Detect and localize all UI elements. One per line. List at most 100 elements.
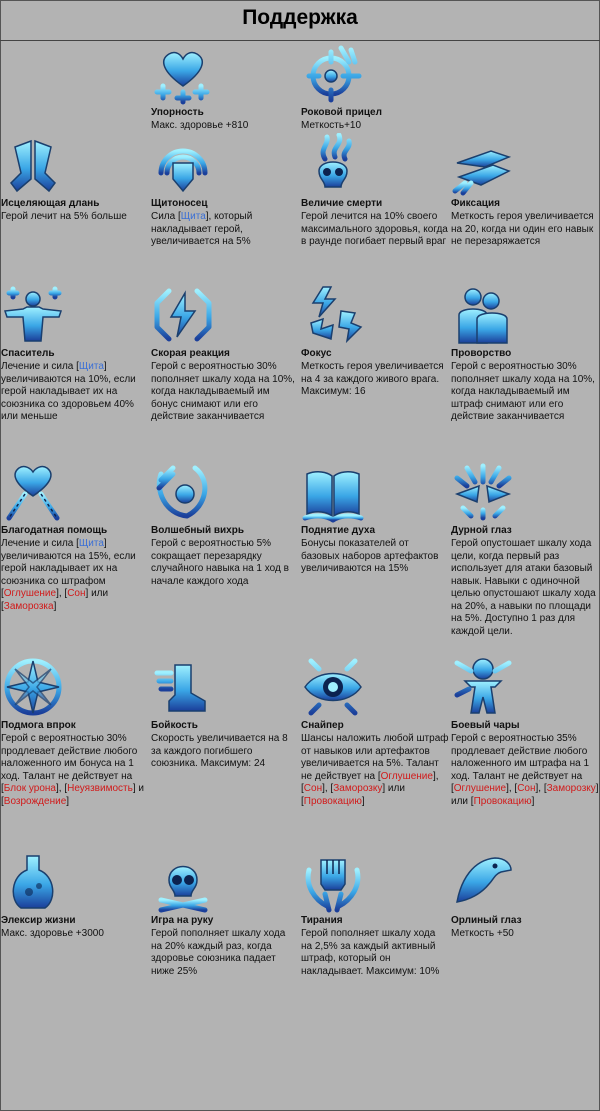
desc-text: Герой пополняет шкалу хода на 2,5% за ка… bbox=[301, 928, 440, 977]
skill-description: Шансы наложить любой штраф от навыков ил… bbox=[301, 733, 449, 808]
open-book-icon bbox=[301, 460, 365, 524]
skill-name: Орлиный глаз bbox=[451, 915, 522, 926]
skill-description: Герой с вероятностью 30% продлевает дейс… bbox=[1, 733, 149, 808]
skill-description: Герой пополняет шкалу хода на 20% каждый… bbox=[151, 928, 299, 978]
keyword-debuff: Заморозку bbox=[333, 783, 383, 794]
header: Поддержка bbox=[0, 0, 600, 41]
skill-name: Спаситель bbox=[1, 348, 55, 359]
savior-figure-icon bbox=[1, 283, 65, 347]
desc-text: ] или [ bbox=[1, 588, 109, 612]
skill-card: Упорность Макс. здоровье +810 bbox=[151, 42, 299, 133]
skill-card: Элексир жизни Макс. здоровье +3000 bbox=[1, 850, 149, 941]
desc-text: ] и [ bbox=[1, 783, 144, 807]
desc-text: Герой опустошает шкалу хода цели, когда … bbox=[451, 538, 596, 637]
crosshair-icon bbox=[301, 42, 365, 106]
desc-text: Сила [ bbox=[151, 211, 181, 222]
keyword-buff: Щита bbox=[78, 361, 104, 372]
keyword-debuff: Неуязвимость bbox=[67, 783, 133, 794]
desc-text: ] увеличиваются на 15%, если герой накла… bbox=[1, 538, 136, 599]
skill-name: Исцеляющая длань bbox=[1, 198, 100, 209]
keyword-debuff: Возрождение bbox=[3, 795, 67, 807]
desc-text: Меткость +50 bbox=[451, 928, 514, 939]
keyword-buff: Щита bbox=[78, 538, 104, 549]
skill-description: Герой пополняет шкалу хода на 2,5% за ка… bbox=[301, 928, 449, 978]
skill-name: Щитоносец bbox=[151, 198, 208, 209]
page-title: Поддержка bbox=[242, 6, 358, 29]
skill-description: Меткость+10 bbox=[301, 120, 449, 133]
skill-name: Игра на руку bbox=[151, 915, 214, 926]
skill-card: Исцеляющая длань Герой лечит на 5% больше bbox=[1, 133, 149, 224]
skill-name: Роковой прицел bbox=[301, 107, 382, 118]
skill-description: Лечение и сила [Щита] увеличиваются на 1… bbox=[1, 538, 149, 613]
skill-card: Проворство Герой с вероятностью 30% попол… bbox=[451, 283, 599, 424]
skill-description: Бонусы показателей от базовых наборов ар… bbox=[301, 538, 449, 576]
skill-card: Бойкость Скорость увеличивается на 8 за к… bbox=[151, 655, 299, 771]
desc-text: ], [ bbox=[506, 783, 518, 794]
skill-card: Волшебный вихрь Герой с вероятностью 5% с… bbox=[151, 460, 299, 588]
skill-card: Дурной глаз Герой опустошает шкалу хода ц… bbox=[451, 460, 599, 638]
keyword-debuff: Заморозка bbox=[3, 600, 54, 612]
skill-description: Герой с вероятностью 30% пополняет шкалу… bbox=[151, 361, 299, 424]
voodoo-doll-icon bbox=[451, 655, 515, 719]
desc-text: Меткость+10 bbox=[301, 120, 362, 131]
skill-card: Спаситель Лечение и сила [Щита] увеличива… bbox=[1, 283, 149, 424]
desc-text: ], [ bbox=[301, 770, 439, 795]
desc-text: ] увеличиваются на 10%, если герой накла… bbox=[1, 361, 136, 422]
desc-text: Герой с вероятностью 5% сокращает переза… bbox=[151, 538, 289, 587]
skill-description: Герой с вероятностью 35% продлевает дейс… bbox=[451, 733, 599, 808]
skill-description: Меткость +50 bbox=[451, 928, 599, 941]
skill-name: Скорая реакция bbox=[151, 348, 230, 359]
skill-name: Подмога впрок bbox=[1, 720, 76, 731]
raised-fist-icon bbox=[301, 850, 365, 914]
skill-card: Тирания Герой пополняет шкалу хода на 2,5… bbox=[301, 850, 449, 978]
desc-text: Герой с вероятностью 30% пополняет шкалу… bbox=[151, 361, 295, 422]
keyword-debuff: Оглушение bbox=[453, 783, 507, 794]
winged-boot-icon bbox=[151, 655, 215, 719]
desc-text: Герой с вероятностью 30% продлевает дейс… bbox=[1, 733, 138, 794]
desc-text: Шансы наложить любой штраф от навыков ил… bbox=[301, 733, 449, 782]
desc-text: Скорость увеличивается на 8 за каждого п… bbox=[151, 733, 288, 769]
compass-star-icon bbox=[1, 655, 65, 719]
skill-name: Упорность bbox=[151, 107, 204, 118]
skill-card: Благодатная помощь Лечение и сила [Щита] … bbox=[1, 460, 149, 613]
skill-name: Волшебный вихрь bbox=[151, 525, 244, 536]
skill-name: Фокус bbox=[301, 348, 332, 359]
keyword-debuff: Заморозку bbox=[546, 783, 596, 794]
skull-crossbones-icon bbox=[151, 850, 215, 914]
desc-text: Лечение и сила [ bbox=[1, 538, 79, 549]
desc-text: Бонусы показателей от базовых наборов ар… bbox=[301, 538, 439, 574]
skill-card: Щитоносец Сила [Щита], который накладывае… bbox=[151, 133, 299, 249]
desc-text: ] или [ bbox=[301, 783, 405, 807]
keyword-debuff: Провокацию bbox=[303, 795, 362, 807]
skill-description: Макс. здоровье +810 bbox=[151, 120, 299, 133]
desc-text: ], [ bbox=[56, 783, 68, 794]
keyword-debuff: Оглушение bbox=[380, 770, 433, 782]
desc-text: ], [ bbox=[535, 783, 547, 794]
skill-name: Элексир жизни bbox=[1, 915, 76, 926]
skill-description: Скорость увеличивается на 8 за каждого п… bbox=[151, 733, 299, 771]
desc-text: ] bbox=[66, 795, 70, 807]
desc-text: ], который накладывает герой, увеличивае… bbox=[151, 211, 253, 247]
skill-name: Проворство bbox=[451, 348, 512, 359]
desc-text: ] bbox=[53, 600, 57, 612]
skill-card: Величие смерти Герой лечится на 10% своег… bbox=[301, 133, 449, 249]
keyword-debuff: Блок урона bbox=[3, 783, 56, 794]
desc-text: Герой с вероятностью 30% пополняет шкалу… bbox=[451, 361, 595, 422]
skill-name: Поднятие духа bbox=[301, 525, 376, 536]
skill-name: Дурной глаз bbox=[451, 525, 512, 536]
evil-eyes-icon bbox=[451, 460, 515, 524]
skill-card: Снайпер Шансы наложить любой штраф от нав… bbox=[301, 655, 449, 808]
skill-card: Боевый чары Герой с вероятностью 35% прод… bbox=[451, 655, 599, 808]
skill-name: Бойкость bbox=[151, 720, 198, 731]
desc-text: ] или [ bbox=[451, 783, 599, 807]
eagle-head-icon bbox=[451, 850, 515, 914]
skill-description: Сила [Щита], который накладывает герой, … bbox=[151, 211, 299, 249]
keyword-debuff: Сон bbox=[517, 783, 536, 794]
skill-description: Герой опустошает шкалу хода цели, когда … bbox=[451, 538, 599, 638]
skill-name: Величие смерти bbox=[301, 198, 383, 209]
skill-name: Фиксация bbox=[451, 198, 500, 209]
desc-text: ] bbox=[361, 795, 365, 807]
skill-card: Подмога впрок Герой с вероятностью 30% пр… bbox=[1, 655, 149, 808]
keyword-debuff: Сон bbox=[303, 783, 323, 794]
flaming-skull-icon bbox=[301, 133, 365, 197]
